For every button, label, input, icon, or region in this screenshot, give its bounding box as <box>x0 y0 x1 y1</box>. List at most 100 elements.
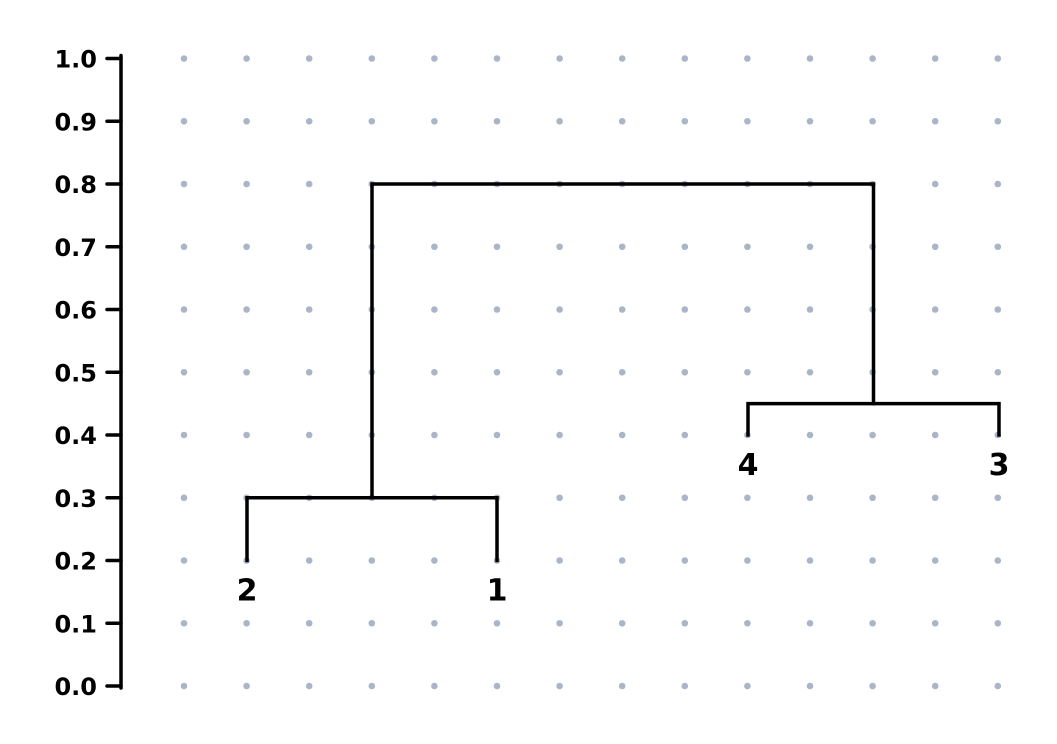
grid-dot <box>431 682 438 690</box>
grid-dot <box>806 306 814 313</box>
y-tick-label: 1.0 <box>54 46 97 74</box>
grid-dot <box>994 368 1002 376</box>
grid-dot <box>556 494 563 502</box>
grid-dot <box>180 557 188 564</box>
grid-dot <box>305 117 313 125</box>
grid-dot <box>681 494 689 502</box>
grid-dot <box>931 682 939 690</box>
grid-dot <box>431 368 438 376</box>
grid-dot <box>556 243 563 251</box>
grid-dot <box>931 55 939 62</box>
grid-dot <box>744 682 751 690</box>
grid-dot <box>806 494 814 502</box>
leaf-label: 3 <box>989 448 1010 483</box>
grid-dot <box>618 557 626 564</box>
grid-dot <box>931 368 939 376</box>
dot-grid <box>180 55 1002 690</box>
grid-dot <box>243 619 250 627</box>
grid-dot <box>618 368 626 376</box>
grid-dot <box>243 431 250 439</box>
y-tick-label: 0.4 <box>54 422 97 450</box>
grid-dot <box>618 619 626 627</box>
grid-dot <box>618 243 626 251</box>
grid-dot <box>618 117 626 125</box>
grid-dot <box>180 180 188 188</box>
grid-dot <box>180 494 188 502</box>
grid-dot <box>180 243 188 251</box>
grid-dot <box>243 117 250 125</box>
grid-dot <box>869 619 876 627</box>
grid-dot <box>556 55 563 62</box>
grid-dot <box>243 243 250 251</box>
grid-dot <box>431 117 438 125</box>
grid-dot <box>994 494 1002 502</box>
grid-dot <box>681 243 689 251</box>
grid-dot <box>681 117 689 125</box>
dendrogram-tree <box>245 182 1001 563</box>
grid-dot <box>994 557 1002 564</box>
grid-dot <box>744 55 751 62</box>
dendrogram-branch <box>245 496 499 563</box>
grid-dot <box>243 55 250 62</box>
grid-dot <box>305 619 313 627</box>
grid-dot <box>368 117 376 125</box>
grid-dot <box>681 368 689 376</box>
grid-dot <box>305 682 313 690</box>
grid-dot <box>556 368 563 376</box>
y-tick-label: 0.3 <box>54 485 97 513</box>
grid-dot <box>931 180 939 188</box>
grid-dot <box>744 117 751 125</box>
grid-dot <box>618 306 626 313</box>
grid-dot <box>931 619 939 627</box>
grid-dot <box>869 55 876 62</box>
grid-dot <box>618 494 626 502</box>
grid-dot <box>493 682 501 690</box>
grid-dot <box>368 682 376 690</box>
grid-dot <box>180 117 188 125</box>
grid-dot <box>305 557 313 564</box>
grid-dot <box>180 306 188 313</box>
y-tick-label: 0.7 <box>54 234 97 262</box>
grid-dot <box>243 368 250 376</box>
grid-dot <box>806 55 814 62</box>
grid-dot <box>493 306 501 313</box>
leaf-labels: 2 1 4 3 <box>237 448 1010 609</box>
grid-dot <box>618 431 626 439</box>
grid-dot <box>994 180 1002 188</box>
grid-dot <box>431 306 438 313</box>
grid-dot <box>431 431 438 439</box>
grid-dot <box>806 619 814 627</box>
grid-dot <box>681 431 689 439</box>
grid-dot <box>180 619 188 627</box>
grid-dot <box>931 557 939 564</box>
grid-dot <box>556 431 563 439</box>
grid-dot <box>305 180 313 188</box>
grid-dot <box>869 682 876 690</box>
grid-dot <box>305 243 313 251</box>
leaf-label: 2 <box>237 574 258 609</box>
grid-dot <box>180 682 188 690</box>
grid-dot <box>806 243 814 251</box>
grid-dot <box>744 557 751 564</box>
grid-dot <box>556 619 563 627</box>
grid-dot <box>681 306 689 313</box>
grid-dot <box>931 243 939 251</box>
grid-dot <box>180 368 188 376</box>
y-tick-label: 0.0 <box>54 673 97 701</box>
grid-dot <box>994 55 1002 62</box>
grid-dot <box>931 494 939 502</box>
grid-dot <box>994 619 1002 627</box>
grid-dot <box>431 243 438 251</box>
grid-dot <box>744 619 751 627</box>
grid-dot <box>744 368 751 376</box>
grid-dot <box>681 619 689 627</box>
grid-dot <box>368 619 376 627</box>
grid-dot <box>243 682 250 690</box>
grid-dot <box>493 368 501 376</box>
y-axis: 0.0 0.1 0.2 0.3 0.4 0.5 0.6 0.7 0.8 0.9 1.0 <box>54 46 123 701</box>
grid-dot <box>431 55 438 62</box>
grid-dot <box>305 368 313 376</box>
grid-dot <box>681 557 689 564</box>
grid-dot <box>493 431 501 439</box>
